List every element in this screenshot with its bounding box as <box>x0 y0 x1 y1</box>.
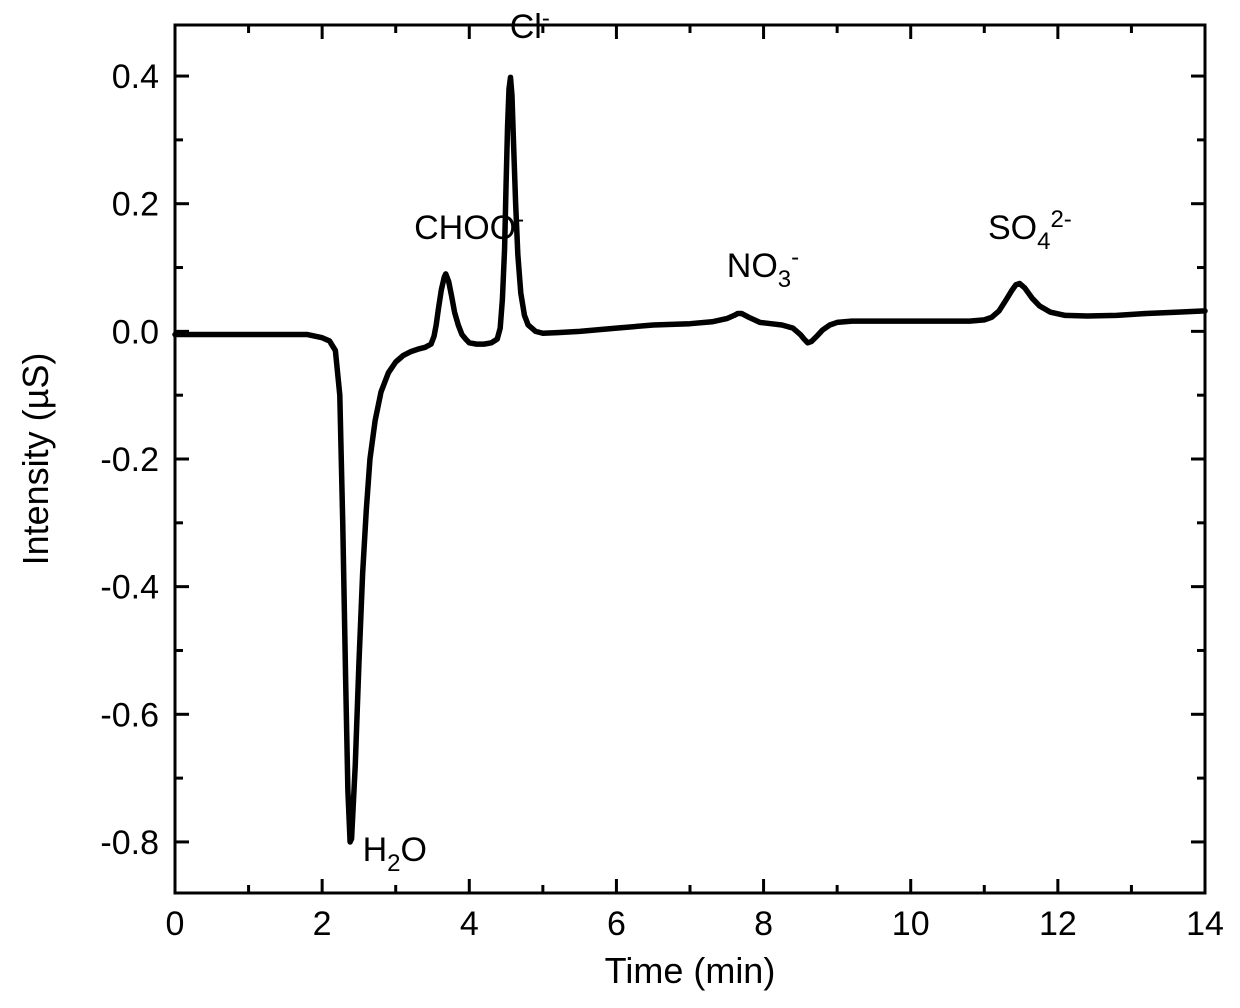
svg-text:12: 12 <box>1039 905 1077 943</box>
svg-text:0.0: 0.0 <box>112 313 159 351</box>
svg-text:CHOO-: CHOO- <box>414 206 524 247</box>
svg-text:14: 14 <box>1186 905 1224 943</box>
chart-svg: 0 2 4 6 8 10 12 14 -0.8 -0.6 -0.4 -0.2 0.0 0.2 0.4 Time… <box>0 0 1240 1008</box>
svg-text:-0.8: -0.8 <box>100 824 159 862</box>
svg-text:6: 6 <box>607 905 626 943</box>
chromatogram-chart: 0 2 4 6 8 10 12 14 -0.8 -0.6 -0.4 -0.2 0.0 0.2 0.4 Time… <box>0 0 1240 1008</box>
svg-text:10: 10 <box>892 905 930 943</box>
svg-text:0.4: 0.4 <box>112 58 159 96</box>
svg-text:4: 4 <box>460 905 479 943</box>
svg-text:2: 2 <box>313 905 332 943</box>
svg-text:8: 8 <box>754 905 773 943</box>
svg-text:0: 0 <box>166 905 185 943</box>
svg-text:0.2: 0.2 <box>112 186 159 224</box>
svg-text:-0.4: -0.4 <box>100 569 159 607</box>
svg-text:-0.6: -0.6 <box>100 696 159 734</box>
svg-text:-0.2: -0.2 <box>100 441 159 479</box>
svg-text:Intensity (µS): Intensity (µS) <box>15 353 56 566</box>
svg-text:Time (min): Time (min) <box>605 950 776 991</box>
